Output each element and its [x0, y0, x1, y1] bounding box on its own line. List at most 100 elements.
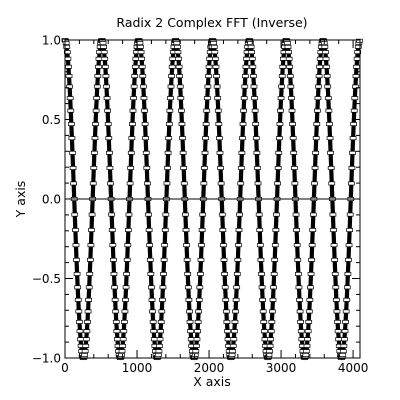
data-point: [305, 309, 313, 314]
data-point: [295, 272, 302, 276]
data-point: [267, 337, 275, 342]
data-point: [278, 74, 286, 79]
data-point: [168, 74, 175, 79]
data-point: [269, 297, 277, 302]
data-point: [175, 64, 183, 69]
data-point: [159, 297, 166, 302]
data-point: [342, 309, 350, 314]
data-point: [202, 122, 210, 126]
data-point: [112, 309, 120, 314]
data-point: [216, 150, 224, 155]
data-point: [69, 150, 76, 155]
data-point: [298, 337, 306, 342]
data-point: [138, 64, 146, 69]
data-point: [120, 329, 128, 334]
data-point: [119, 343, 126, 348]
data-point: [292, 212, 300, 217]
data-point: [256, 243, 264, 248]
data-point: [269, 309, 276, 314]
data-point: [142, 136, 150, 141]
data-point: [307, 285, 314, 290]
data-point: [101, 56, 109, 61]
data-point: [125, 212, 133, 217]
data-point: [341, 329, 349, 334]
data-point: [203, 108, 211, 113]
data-point: [137, 44, 144, 49]
y-tick-label: −1.0: [32, 352, 61, 366]
data-point: [242, 64, 250, 69]
data-point: [326, 136, 334, 141]
data-point: [232, 297, 240, 302]
data-point: [145, 228, 153, 232]
data-point: [201, 150, 209, 155]
data-point: [101, 64, 109, 69]
data-point: [261, 337, 269, 342]
data-point: [202, 136, 209, 141]
data-point: [285, 56, 293, 61]
data-point: [266, 343, 274, 348]
data-point: [65, 74, 73, 79]
data-point: [348, 166, 356, 170]
data-point: [229, 349, 237, 354]
data-point: [331, 257, 338, 262]
data-point: [86, 272, 94, 276]
data-point: [112, 319, 120, 324]
data-point: [176, 84, 184, 89]
plot-frame: [64, 39, 361, 359]
data-point: [233, 285, 241, 290]
data-point: [130, 96, 137, 101]
data-point: [84, 309, 92, 314]
data-point: [205, 74, 212, 79]
tick-label-layer: 0 1000 2000 3000 4000 −1.0 −0.5 0.0 0.5 1.0: [32, 34, 369, 376]
data-point: [236, 212, 243, 217]
data-point: [119, 337, 127, 342]
data-point: [118, 352, 125, 357]
y-axis-label: Y axis: [13, 181, 28, 219]
x-tick-label: 4000: [338, 361, 369, 375]
data-point: [315, 74, 323, 79]
data-point: [308, 243, 316, 248]
data-point: [129, 108, 137, 113]
data-point: [224, 329, 231, 334]
data-point: [67, 108, 75, 113]
data-point: [228, 352, 236, 357]
data-point: [238, 150, 246, 155]
data-point: [69, 166, 77, 170]
data-point: [106, 166, 114, 170]
data-point: [351, 96, 359, 101]
data-point: [248, 50, 256, 55]
data-point: [197, 272, 204, 276]
data-point: [305, 319, 313, 324]
data-point: [110, 257, 117, 262]
data-point: [243, 56, 250, 61]
data-point: [105, 136, 113, 141]
data-point: [130, 84, 138, 89]
data-point: [212, 56, 219, 61]
data-point: [257, 257, 265, 262]
data-point: [274, 181, 281, 186]
data-point: [221, 285, 229, 290]
data-point: [233, 272, 241, 276]
data-point: [103, 96, 111, 101]
data-point: [104, 122, 112, 126]
data-point: [345, 243, 353, 248]
data-point: [73, 257, 80, 262]
data-point: [73, 272, 81, 276]
data-point: [185, 297, 193, 302]
data-point: [87, 243, 95, 248]
data-point: [241, 74, 249, 79]
data-point: [232, 309, 239, 314]
data-point: [184, 272, 192, 276]
data-point: [94, 74, 102, 79]
data-point: [174, 44, 181, 49]
data-point: [109, 243, 117, 248]
data-point: [136, 41, 144, 46]
data-point: [344, 272, 352, 276]
data-point: [161, 243, 169, 248]
data-point: [308, 257, 315, 262]
data-point: [259, 309, 267, 314]
data-point: [83, 329, 91, 334]
tick-layer: [64, 39, 360, 359]
data-point: [155, 349, 163, 354]
data-point: [247, 44, 255, 49]
